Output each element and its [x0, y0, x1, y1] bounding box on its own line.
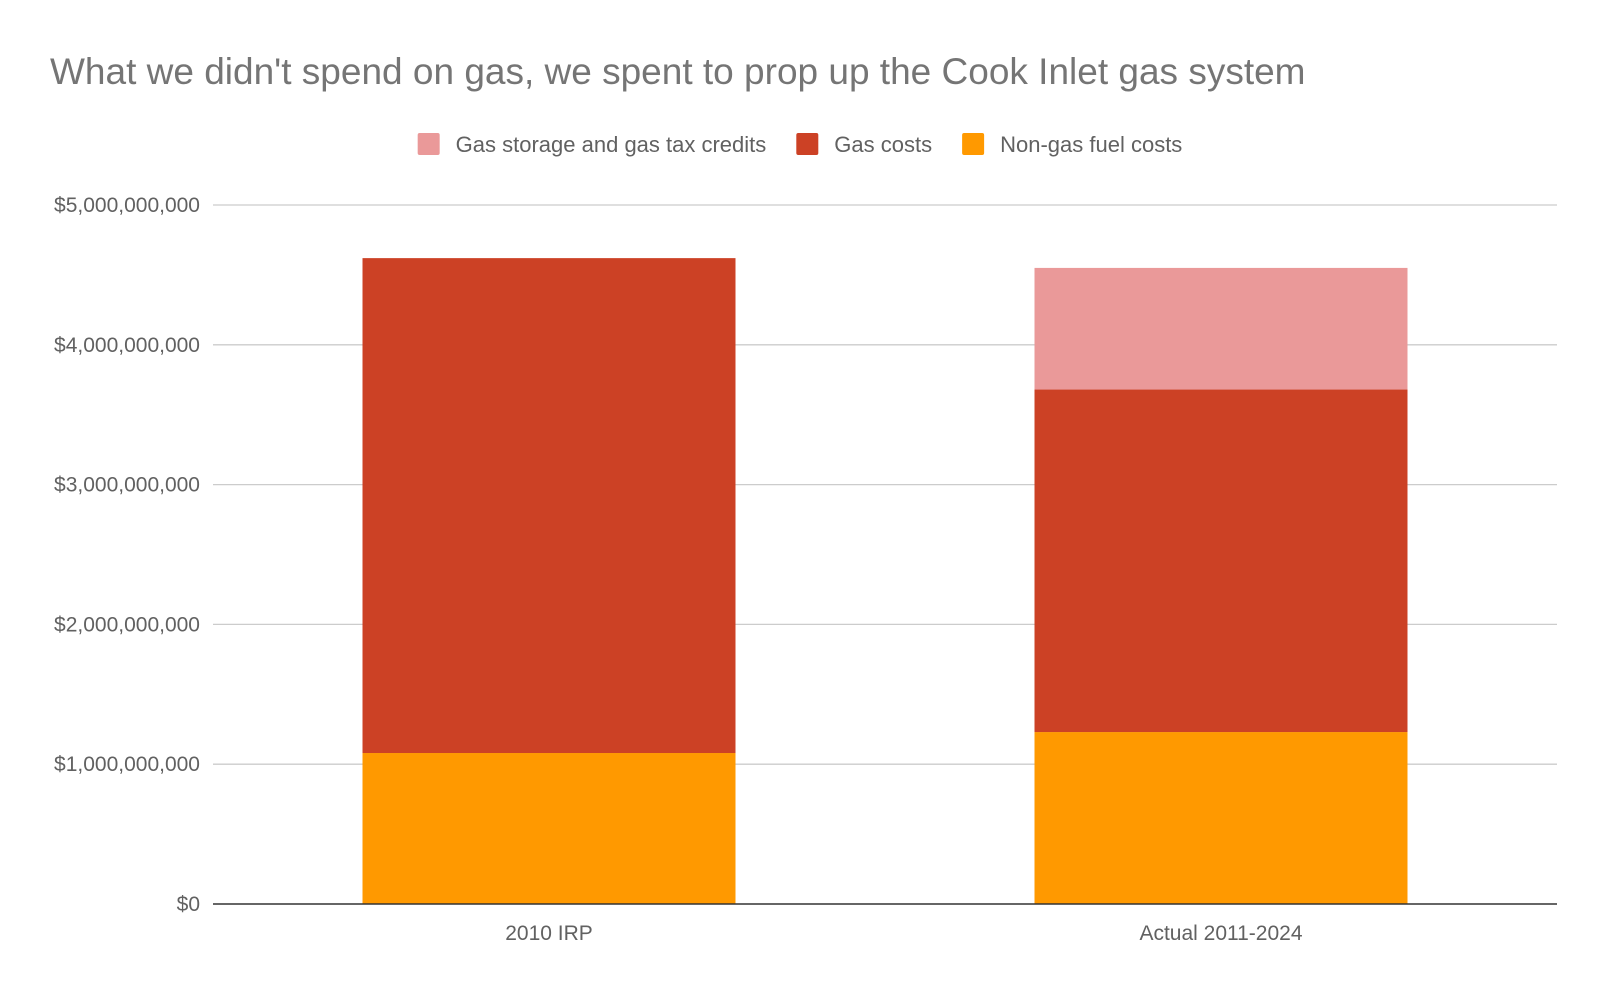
y-tick-label: $0 — [177, 893, 200, 916]
y-tick-label: $4,000,000,000 — [54, 334, 200, 357]
legend-swatch — [796, 133, 819, 155]
bar-segment — [1034, 267, 1408, 390]
bar-segment — [362, 258, 736, 754]
legend-label: Gas costs — [834, 132, 932, 157]
bar-segment — [1034, 732, 1408, 904]
y-tick-label: $2,000,000,000 — [54, 613, 200, 636]
y-tick-label: $5,000,000,000 — [54, 194, 200, 217]
legend: Gas storage and gas tax credits Gas costs… — [417, 132, 1182, 157]
bar-segment — [1034, 389, 1408, 733]
bar-segment — [362, 753, 736, 904]
y-axis-tick-labels: $0 $1,000,000,000 $2,000,000,000 $3,000,000… — [54, 194, 200, 916]
legend-label: Non-gas fuel costs — [1000, 132, 1182, 157]
bars — [362, 258, 1408, 904]
chart-title: What we didn't spend on gas, we spent to… — [50, 51, 1306, 92]
legend-swatch — [962, 133, 985, 155]
x-category-label: 2010 IRP — [505, 922, 593, 945]
x-axis-category-labels: 2010 IRP Actual 2011-2024 — [505, 922, 1303, 945]
y-tick-label: $1,000,000,000 — [54, 753, 200, 776]
legend-label: Gas storage and gas tax credits — [456, 132, 767, 157]
y-tick-label: $3,000,000,000 — [54, 474, 200, 497]
x-category-label: Actual 2011-2024 — [1139, 922, 1302, 945]
legend-swatch — [417, 133, 440, 155]
